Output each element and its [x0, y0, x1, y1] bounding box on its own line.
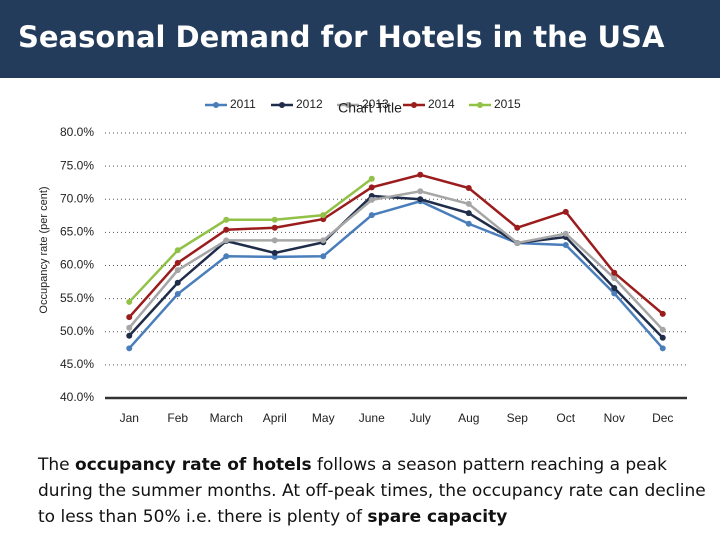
x-tick-label: Feb [167, 411, 188, 425]
data-point [659, 326, 666, 333]
data-point [126, 314, 133, 321]
data-point [174, 279, 181, 286]
data-point [174, 290, 181, 297]
data-point [174, 247, 181, 254]
y-axis-label: Occupancy rate (per cent) [38, 186, 50, 313]
x-tick-label: March [210, 411, 243, 425]
y-tick-label: 40.0% [60, 390, 94, 404]
data-point [271, 224, 278, 231]
legend-label: 2014 [428, 97, 455, 111]
x-tick-label: June [359, 411, 385, 425]
data-point [465, 220, 472, 227]
data-point [514, 239, 521, 246]
caption-emphasis: occupancy rate of hotels [75, 455, 312, 475]
data-point [611, 269, 618, 276]
legend-marker [345, 102, 351, 108]
data-point [465, 210, 472, 217]
legend-label: 2013 [362, 97, 389, 111]
slide-title: Seasonal Demand for Hotels in the USA [18, 20, 665, 54]
data-point [126, 345, 133, 352]
y-tick-label: 70.0% [60, 191, 94, 205]
data-point [223, 216, 230, 223]
data-point [659, 345, 666, 352]
data-point [659, 310, 666, 317]
chart-title: Chart Title [338, 100, 402, 116]
series-line [128, 173, 664, 319]
data-point [417, 196, 424, 203]
data-point [320, 212, 327, 219]
y-tick-label: 60.0% [60, 258, 94, 272]
data-point [368, 175, 375, 182]
data-point [611, 290, 618, 297]
data-point [368, 196, 375, 203]
data-point [368, 184, 375, 191]
data-point [271, 237, 278, 244]
x-tick-label: Oct [556, 411, 575, 425]
x-tick-label: May [312, 411, 335, 425]
data-point [271, 249, 278, 256]
x-tick-label: April [263, 411, 287, 425]
y-tick-label: 75.0% [60, 158, 94, 172]
data-point [320, 253, 327, 260]
chart: Occupancy rate (per cent) 40.0% 45.0% 50.0… [38, 97, 687, 425]
data-point [174, 267, 181, 274]
data-point [611, 275, 618, 282]
y-tick-label: 80.0% [60, 125, 94, 139]
data-point [223, 226, 230, 233]
legend-marker [213, 102, 219, 108]
caption: The occupancy rate of hotels follows a s… [38, 452, 708, 530]
series-line [128, 177, 373, 303]
data-point [126, 298, 133, 305]
data-point [126, 324, 133, 331]
data-point [320, 237, 327, 244]
legend-label: 2015 [494, 97, 521, 111]
legend-marker [411, 102, 417, 108]
data-point [514, 224, 521, 231]
y-tick-label: 50.0% [60, 324, 94, 338]
data-point [223, 253, 230, 260]
series-line [128, 190, 664, 331]
y-tick-label: 65.0% [60, 225, 94, 239]
data-point [562, 208, 569, 215]
data-point [417, 171, 424, 178]
data-point [126, 332, 133, 339]
series-line [128, 199, 664, 350]
y-tick-label: 55.0% [60, 291, 94, 305]
legend-marker [279, 102, 285, 108]
caption-emphasis: spare capacity [367, 507, 508, 527]
x-tick-label: Sep [507, 411, 529, 425]
x-tick-label: Aug [458, 411, 479, 425]
data-point [465, 184, 472, 191]
x-tick-label: Nov [604, 411, 625, 425]
data-point [659, 334, 666, 341]
data-point [562, 241, 569, 248]
data-point [271, 216, 278, 223]
data-point [611, 285, 618, 292]
series-line [128, 194, 664, 339]
data-point [465, 200, 472, 207]
caption-text: The [38, 455, 76, 475]
data-point [174, 259, 181, 266]
legend-marker [477, 102, 483, 108]
y-tick-label: 45.0% [60, 357, 94, 371]
x-tick-label: July [410, 411, 431, 425]
legend-label: 2012 [296, 97, 323, 111]
x-tick-label: Jan [120, 411, 139, 425]
data-point [368, 212, 375, 219]
data-point [562, 230, 569, 237]
title-bar: Seasonal Demand for Hotels in the USA [0, 0, 720, 78]
data-point [223, 237, 230, 244]
legend-label: 2011 [230, 97, 256, 111]
caption-text: follows a season pattern reaching a peak… [38, 455, 706, 527]
data-point [417, 188, 424, 195]
x-tick-label: Dec [652, 411, 673, 425]
